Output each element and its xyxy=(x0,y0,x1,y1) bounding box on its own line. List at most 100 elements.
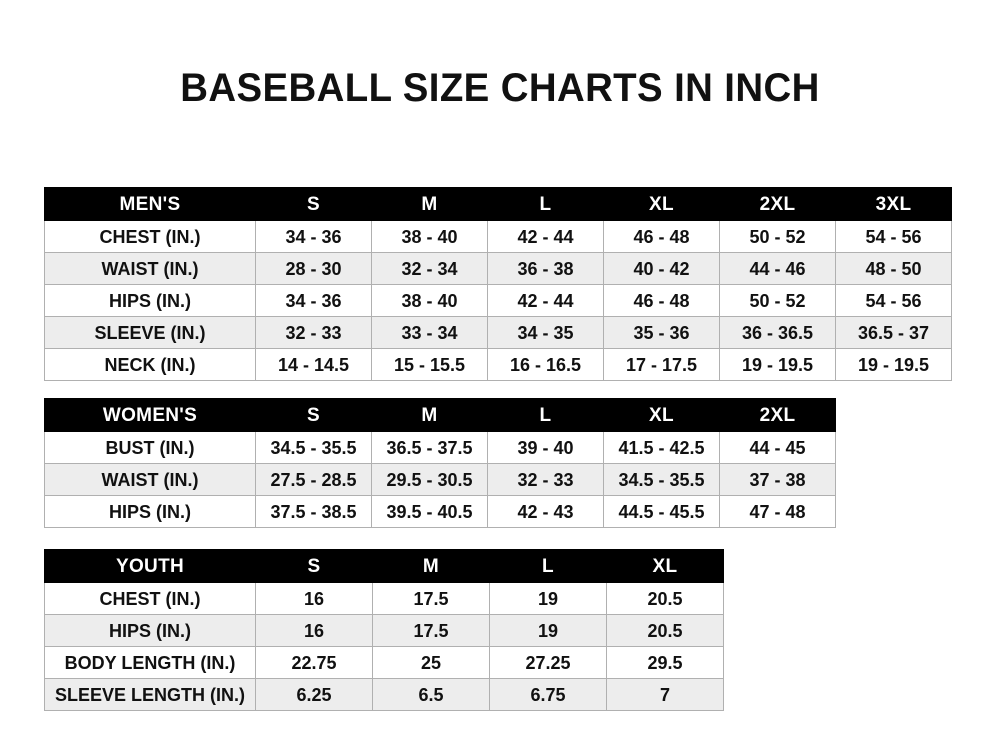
row-label: HIPS (IN.) xyxy=(44,495,256,528)
row-label: CHEST (IN.) xyxy=(44,220,256,253)
cell-value: 44 - 46 xyxy=(719,252,836,285)
cell-value: 22.75 xyxy=(255,646,373,679)
column-header-m: M xyxy=(372,549,490,583)
cell-value: 34 - 35 xyxy=(487,316,604,349)
column-header-3xl: 3XL xyxy=(835,187,952,221)
cell-value: 42 - 44 xyxy=(487,284,604,317)
row-label: HIPS (IN.) xyxy=(44,614,256,647)
column-header-l: L xyxy=(487,187,604,221)
column-header-s: S xyxy=(255,549,373,583)
cell-value: 19 - 19.5 xyxy=(719,348,836,381)
table-row: WAIST (IN.) 27.5 - 28.5 29.5 - 30.5 32 -… xyxy=(44,463,836,496)
cell-value: 44 - 45 xyxy=(719,431,836,464)
cell-value: 15 - 15.5 xyxy=(371,348,488,381)
table-row: CHEST (IN.) 16 17.5 19 20.5 xyxy=(44,582,724,615)
cell-value: 34.5 - 35.5 xyxy=(603,463,720,496)
column-header-xl: XL xyxy=(606,549,724,583)
row-label: SLEEVE LENGTH (IN.) xyxy=(44,678,256,711)
column-header-m: M xyxy=(371,398,488,432)
cell-value: 38 - 40 xyxy=(371,220,488,253)
column-header-category: MEN'S xyxy=(44,187,256,221)
cell-value: 36 - 38 xyxy=(487,252,604,285)
cell-value: 17 - 17.5 xyxy=(603,348,720,381)
cell-value: 29.5 xyxy=(606,646,724,679)
table-row: HIPS (IN.) 16 17.5 19 20.5 xyxy=(44,614,724,647)
column-header-xl: XL xyxy=(603,398,720,432)
column-header-category: YOUTH xyxy=(44,549,256,583)
row-label: WAIST (IN.) xyxy=(44,463,256,496)
row-label: BUST (IN.) xyxy=(44,431,256,464)
column-header-s: S xyxy=(255,187,372,221)
cell-value: 36 - 36.5 xyxy=(719,316,836,349)
cell-value: 33 - 34 xyxy=(371,316,488,349)
cell-value: 36.5 - 37.5 xyxy=(371,431,488,464)
table-row: SLEEVE LENGTH (IN.) 6.25 6.5 6.75 7 xyxy=(44,678,724,711)
cell-value: 6.75 xyxy=(489,678,607,711)
cell-value: 46 - 48 xyxy=(603,220,720,253)
cell-value: 34 - 36 xyxy=(255,220,372,253)
cell-value: 37 - 38 xyxy=(719,463,836,496)
row-label: SLEEVE (IN.) xyxy=(44,316,256,349)
cell-value: 17.5 xyxy=(372,614,490,647)
table-row: HIPS (IN.) 34 - 36 38 - 40 42 - 44 46 - … xyxy=(44,284,952,317)
column-header-2xl: 2XL xyxy=(719,187,836,221)
column-header-m: M xyxy=(371,187,488,221)
cell-value: 6.25 xyxy=(255,678,373,711)
cell-value: 7 xyxy=(606,678,724,711)
cell-value: 32 - 33 xyxy=(255,316,372,349)
row-label: CHEST (IN.) xyxy=(44,582,256,615)
table-header-row: WOMEN'S S M L XL 2XL xyxy=(44,398,836,432)
column-header-2xl: 2XL xyxy=(719,398,836,432)
cell-value: 42 - 44 xyxy=(487,220,604,253)
column-header-category: WOMEN'S xyxy=(44,398,256,432)
cell-value: 39 - 40 xyxy=(487,431,604,464)
table-row: NECK (IN.) 14 - 14.5 15 - 15.5 16 - 16.5… xyxy=(44,348,952,381)
table-row: BODY LENGTH (IN.) 22.75 25 27.25 29.5 xyxy=(44,646,724,679)
cell-value: 48 - 50 xyxy=(835,252,952,285)
cell-value: 50 - 52 xyxy=(719,284,836,317)
cell-value: 36.5 - 37 xyxy=(835,316,952,349)
cell-value: 34.5 - 35.5 xyxy=(255,431,372,464)
column-header-xl: XL xyxy=(603,187,720,221)
cell-value: 41.5 - 42.5 xyxy=(603,431,720,464)
cell-value: 20.5 xyxy=(606,614,724,647)
cell-value: 16 - 16.5 xyxy=(487,348,604,381)
cell-value: 14 - 14.5 xyxy=(255,348,372,381)
cell-value: 38 - 40 xyxy=(371,284,488,317)
cell-value: 17.5 xyxy=(372,582,490,615)
column-header-s: S xyxy=(255,398,372,432)
cell-value: 29.5 - 30.5 xyxy=(371,463,488,496)
column-header-l: L xyxy=(489,549,607,583)
row-label: WAIST (IN.) xyxy=(44,252,256,285)
cell-value: 35 - 36 xyxy=(603,316,720,349)
table-header-row: YOUTH S M L XL xyxy=(44,549,724,583)
youth-size-table: YOUTH S M L XL CHEST (IN.) 16 17.5 19 20… xyxy=(44,549,724,711)
cell-value: 40 - 42 xyxy=(603,252,720,285)
cell-value: 6.5 xyxy=(372,678,490,711)
table-row: CHEST (IN.) 34 - 36 38 - 40 42 - 44 46 -… xyxy=(44,220,952,253)
cell-value: 46 - 48 xyxy=(603,284,720,317)
cell-value: 50 - 52 xyxy=(719,220,836,253)
cell-value: 47 - 48 xyxy=(719,495,836,528)
table-row: HIPS (IN.) 37.5 - 38.5 39.5 - 40.5 42 - … xyxy=(44,495,836,528)
row-label: NECK (IN.) xyxy=(44,348,256,381)
row-label: BODY LENGTH (IN.) xyxy=(44,646,256,679)
cell-value: 19 - 19.5 xyxy=(835,348,952,381)
mens-size-table: MEN'S S M L XL 2XL 3XL CHEST (IN.) 34 - … xyxy=(44,187,952,381)
cell-value: 28 - 30 xyxy=(255,252,372,285)
table-header-row: MEN'S S M L XL 2XL 3XL xyxy=(44,187,952,221)
cell-value: 25 xyxy=(372,646,490,679)
table-row: WAIST (IN.) 28 - 30 32 - 34 36 - 38 40 -… xyxy=(44,252,952,285)
cell-value: 16 xyxy=(255,582,373,615)
cell-value: 54 - 56 xyxy=(835,284,952,317)
cell-value: 32 - 33 xyxy=(487,463,604,496)
cell-value: 34 - 36 xyxy=(255,284,372,317)
cell-value: 27.5 - 28.5 xyxy=(255,463,372,496)
cell-value: 42 - 43 xyxy=(487,495,604,528)
row-label: HIPS (IN.) xyxy=(44,284,256,317)
cell-value: 32 - 34 xyxy=(371,252,488,285)
cell-value: 19 xyxy=(489,614,607,647)
cell-value: 19 xyxy=(489,582,607,615)
table-row: BUST (IN.) 34.5 - 35.5 36.5 - 37.5 39 - … xyxy=(44,431,836,464)
cell-value: 20.5 xyxy=(606,582,724,615)
